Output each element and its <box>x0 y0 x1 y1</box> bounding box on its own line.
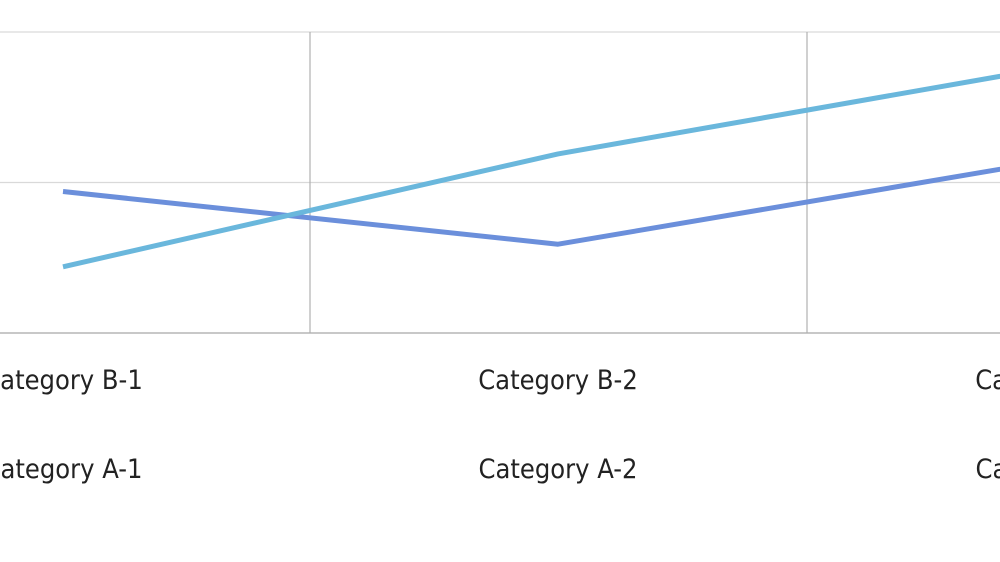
series-lines <box>62 73 1000 270</box>
gridlines <box>0 31 1000 334</box>
outer-category-label: Category B-2 <box>478 365 638 396</box>
inner-category-label: Category A-2 <box>479 454 638 485</box>
outer-category-label: Category B-3 <box>975 365 1000 396</box>
outer-category-label: Category B-1 <box>0 365 143 396</box>
series-line-1 <box>62 166 1000 247</box>
category-labels: Category B-1 Category B-2 Category B-3 Cate… <box>0 365 1000 485</box>
inner-category-label: Category A-3 <box>976 454 1000 485</box>
inner-category-label: Category A-1 <box>0 454 142 485</box>
series-line-2 <box>62 73 1000 270</box>
